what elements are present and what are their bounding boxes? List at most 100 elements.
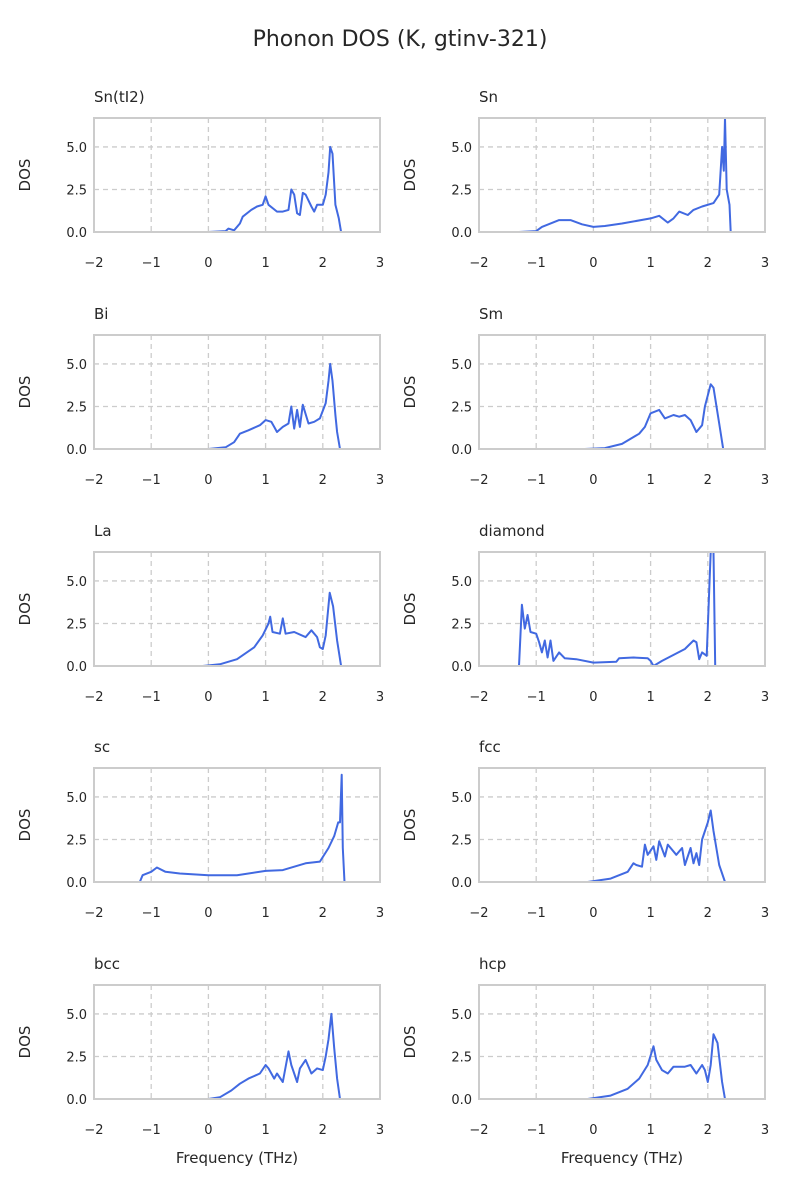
x-tick-label: −1 [142, 690, 161, 705]
x-tick-label: 1 [261, 1123, 269, 1138]
x-tick-label: 3 [761, 1123, 769, 1138]
x-axis-label: Frequency (THz) [176, 1149, 298, 1167]
x-tick-label: 3 [376, 256, 384, 271]
subplot-title: diamond [479, 522, 545, 540]
y-tick-label: 5.0 [451, 575, 472, 590]
x-tick-label: −2 [84, 690, 103, 705]
x-tick-label: 0 [589, 690, 597, 705]
x-tick-label: 0 [589, 906, 597, 921]
axes-frame [478, 984, 766, 1100]
subplot-title: bcc [94, 955, 120, 973]
y-tick-label: 2.5 [451, 1050, 472, 1065]
subplot-sm: −2 −1 0 1 2 3 0.0 2.5 5.0 Sm DOS [401, 305, 769, 488]
y-tick-label: 2.5 [451, 183, 472, 198]
y-tick-label: 2.5 [451, 833, 472, 848]
axes-frame [93, 334, 381, 450]
figure-title: Phonon DOS (K, gtinv-321) [253, 27, 548, 52]
dos-curve [208, 362, 352, 449]
subplot-title: Sn(tI2) [94, 88, 145, 106]
x-tick-label: 1 [261, 906, 269, 921]
x-tick-label: 0 [204, 473, 212, 488]
x-tick-label: 3 [376, 473, 384, 488]
subplot-fcc: −2 −1 0 1 2 3 0.0 2.5 5.0 fcc DOS [401, 738, 769, 921]
subplot-bi: −2 −1 0 1 2 3 0.0 2.5 5.0 Bi DOS [16, 305, 384, 488]
dos-curve [587, 809, 737, 882]
x-tick-label: −1 [142, 906, 161, 921]
subplot-title: sc [94, 738, 110, 756]
subplot-title: Sn [479, 88, 498, 106]
x-tick-label: −2 [469, 256, 488, 271]
x-tick-label: 2 [319, 906, 327, 921]
x-tick-label: 0 [589, 256, 597, 271]
x-tick-label: −1 [527, 473, 546, 488]
y-tick-label: 0.0 [66, 660, 87, 675]
y-axis-label: DOS [16, 376, 34, 409]
dos-curve [501, 551, 737, 666]
x-tick-label: 1 [646, 690, 654, 705]
x-tick-label: 1 [261, 690, 269, 705]
y-axis-label: DOS [401, 1026, 419, 1059]
x-tick-label: 3 [376, 1123, 384, 1138]
subplot-title: La [94, 522, 112, 540]
y-tick-label: 5.0 [66, 575, 87, 590]
y-axis-label: DOS [16, 1026, 34, 1059]
x-tick-label: −1 [142, 1123, 161, 1138]
y-axis-label: DOS [401, 593, 419, 626]
subplot-diamond: −2 −1 0 1 2 3 0.0 2.5 5.0 diamond DOS [401, 522, 769, 705]
x-tick-label: −2 [84, 1123, 103, 1138]
y-tick-label: 0.0 [451, 660, 472, 675]
y-tick-label: 2.5 [451, 400, 472, 415]
x-tick-label: 1 [646, 256, 654, 271]
x-tick-label: −2 [84, 256, 103, 271]
x-tick-label: 0 [204, 906, 212, 921]
x-tick-label: 2 [319, 1123, 327, 1138]
x-tick-label: 2 [319, 473, 327, 488]
x-tick-label: 2 [704, 1123, 712, 1138]
y-tick-label: 2.5 [66, 833, 87, 848]
axes-frame [93, 117, 381, 233]
axes-frame [478, 117, 766, 233]
y-axis-label: DOS [16, 159, 34, 192]
y-tick-label: 2.5 [451, 617, 472, 632]
y-tick-label: 5.0 [66, 358, 87, 373]
axes-frame [478, 551, 766, 667]
x-tick-label: 1 [261, 256, 269, 271]
subplot-sn-ti2-: −2 −1 0 1 2 3 0.0 2.5 5.0 Sn(tI2) DOS [16, 88, 384, 271]
x-tick-label: 2 [319, 690, 327, 705]
y-tick-label: 5.0 [451, 1008, 472, 1023]
y-tick-label: 5.0 [451, 141, 472, 156]
x-tick-label: −2 [84, 473, 103, 488]
y-tick-label: 5.0 [66, 1008, 87, 1023]
x-tick-label: 3 [376, 906, 384, 921]
subplot-hcp: −2 −1 0 1 2 3 0.0 2.5 5.0 hcp DOS Frequency (THz) [401, 955, 769, 1167]
y-tick-label: 5.0 [451, 791, 472, 806]
x-tick-label: −2 [469, 906, 488, 921]
x-tick-label: −2 [469, 473, 488, 488]
x-tick-label: 0 [204, 690, 212, 705]
subplot-sc: −2 −1 0 1 2 3 0.0 2.5 5.0 sc DOS [16, 738, 384, 921]
y-tick-label: 0.0 [451, 443, 472, 458]
x-tick-label: 3 [761, 256, 769, 271]
y-tick-label: 0.0 [451, 226, 472, 241]
dos-curve [208, 145, 352, 232]
y-tick-label: 0.0 [66, 443, 87, 458]
y-axis-label: DOS [401, 376, 419, 409]
x-tick-label: 2 [319, 256, 327, 271]
y-tick-label: 2.5 [66, 617, 87, 632]
y-tick-label: 0.0 [66, 1093, 87, 1108]
dos-curve [208, 1012, 352, 1099]
x-tick-label: 1 [261, 473, 269, 488]
x-axis-label: Frequency (THz) [561, 1149, 683, 1167]
axes-frame [478, 334, 766, 450]
dos-curve [584, 383, 737, 449]
subplot-title: Bi [94, 305, 108, 323]
x-tick-label: 3 [761, 690, 769, 705]
y-tick-label: 0.0 [66, 876, 87, 891]
y-tick-label: 2.5 [66, 400, 87, 415]
subplot-sn: −2 −1 0 1 2 3 0.0 2.5 5.0 Sn DOS [401, 88, 769, 271]
y-tick-label: 5.0 [66, 141, 87, 156]
y-axis-label: DOS [16, 593, 34, 626]
x-tick-label: −1 [527, 906, 546, 921]
x-tick-label: 2 [704, 906, 712, 921]
